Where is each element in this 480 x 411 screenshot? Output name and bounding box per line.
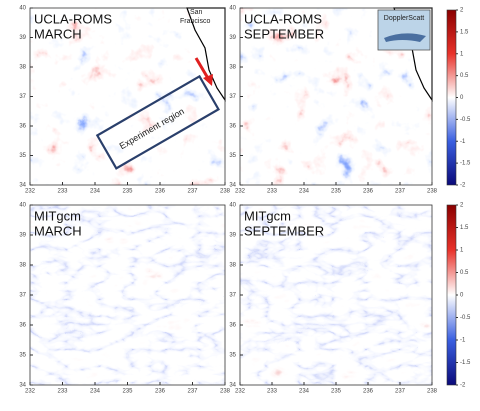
y-tick-label: 37 xyxy=(229,94,236,100)
y-tick-label: 35 xyxy=(19,153,26,159)
x-tick-label: 234 xyxy=(90,189,101,195)
colorbar-label: -1.5 xyxy=(460,360,471,366)
x-tick-label: 232 xyxy=(25,389,36,395)
instrument-label: DopplerScatt xyxy=(384,15,425,22)
y-tick-label: 38 xyxy=(19,263,26,269)
y-tick-label: 40 xyxy=(229,203,236,209)
x-tick-label: 232 xyxy=(235,189,246,195)
x-tick-label: 236 xyxy=(363,389,374,395)
city-label: San xyxy=(190,9,203,16)
y-tick-label: 38 xyxy=(19,65,26,71)
y-tick-label: 39 xyxy=(229,35,236,41)
y-tick-label: 38 xyxy=(229,65,236,71)
y-tick-label: 37 xyxy=(19,94,26,100)
y-tick-label: 40 xyxy=(19,203,26,209)
colorbar-label: 1 xyxy=(460,248,464,254)
x-tick-label: 233 xyxy=(57,189,68,195)
city-arrow-head xyxy=(203,74,213,86)
panel-title: MARCH xyxy=(34,26,82,41)
city-label: Francisco xyxy=(180,18,210,25)
vorticity-field xyxy=(240,205,432,385)
y-tick-label: 35 xyxy=(229,153,236,159)
y-tick-label: 36 xyxy=(229,124,236,130)
x-tick-label: 235 xyxy=(122,389,133,395)
y-tick-label: 35 xyxy=(19,353,26,359)
colorbar-label: 0 xyxy=(460,95,464,101)
x-tick-label: 235 xyxy=(122,189,133,195)
x-tick-label: 235 xyxy=(331,389,342,395)
y-tick-label: 39 xyxy=(19,35,26,41)
colorbar-label: -1 xyxy=(460,338,466,344)
y-tick-label: 40 xyxy=(19,6,26,12)
x-tick-label: 236 xyxy=(363,189,374,195)
y-tick-label: 39 xyxy=(229,233,236,239)
x-tick-label: 233 xyxy=(267,389,278,395)
y-tick-label: 37 xyxy=(229,293,236,299)
y-tick-label: 34 xyxy=(19,183,26,189)
x-tick-label: 234 xyxy=(299,189,310,195)
colorbar-label: 2 xyxy=(460,203,464,209)
x-tick-label: 237 xyxy=(395,389,406,395)
panel-title: SEPTEMBER xyxy=(244,26,324,41)
colorbar-label: -1 xyxy=(460,139,466,145)
colorbar-label: 0.5 xyxy=(460,73,469,79)
colorbar-label: -0.5 xyxy=(460,315,471,321)
colorbar-label: 1.5 xyxy=(460,29,469,35)
x-tick-label: 238 xyxy=(220,389,231,395)
colorbar-label: -2 xyxy=(460,183,466,189)
vorticity-field xyxy=(30,8,225,185)
y-tick-label: 37 xyxy=(19,293,26,299)
x-tick-label: 237 xyxy=(187,189,198,195)
x-tick-label: 233 xyxy=(57,389,68,395)
colorbar xyxy=(446,9,457,186)
y-tick-label: 36 xyxy=(19,124,26,130)
x-tick-label: 238 xyxy=(427,189,438,195)
x-tick-label: 232 xyxy=(25,189,36,195)
vorticity-field xyxy=(30,205,225,385)
colorbar-label: 2 xyxy=(460,8,464,14)
x-tick-label: 234 xyxy=(90,389,101,395)
y-tick-label: 40 xyxy=(229,6,236,12)
panel-title: MITgcm xyxy=(34,208,81,223)
y-tick-label: 36 xyxy=(229,323,236,329)
panel-title: MITgcm xyxy=(244,208,291,223)
colorbar-label: 0.5 xyxy=(460,270,469,276)
x-tick-label: 232 xyxy=(235,389,246,395)
x-tick-label: 238 xyxy=(220,189,231,195)
panel-title: UCLA-ROMS xyxy=(34,11,112,26)
colorbar-label: -1.5 xyxy=(460,161,471,167)
colorbar-label: -2 xyxy=(460,383,466,389)
colorbar xyxy=(446,204,457,386)
y-tick-label: 34 xyxy=(229,183,236,189)
panel-title: MARCH xyxy=(34,223,82,238)
y-tick-label: 34 xyxy=(229,383,236,389)
colorbar-label: -0.5 xyxy=(460,117,471,123)
x-tick-label: 238 xyxy=(427,389,438,395)
y-tick-label: 34 xyxy=(19,383,26,389)
x-tick-label: 237 xyxy=(187,389,198,395)
panel-title: UCLA-ROMS xyxy=(244,11,322,26)
colorbar-label: 1 xyxy=(460,51,464,57)
x-tick-label: 236 xyxy=(155,389,166,395)
y-tick-label: 39 xyxy=(19,233,26,239)
x-tick-label: 233 xyxy=(267,189,278,195)
colorbar-label: 0 xyxy=(460,293,464,299)
colorbar-label: 1.5 xyxy=(460,225,469,231)
y-tick-label: 38 xyxy=(229,263,236,269)
city-arrow xyxy=(194,57,211,81)
y-tick-label: 36 xyxy=(19,323,26,329)
x-tick-label: 235 xyxy=(331,189,342,195)
region-box xyxy=(95,74,221,170)
panel-title: SEPTEMBER xyxy=(244,223,324,238)
instrument-box xyxy=(377,9,431,51)
instrument-plane xyxy=(384,33,426,42)
x-tick-label: 236 xyxy=(155,189,166,195)
x-tick-label: 234 xyxy=(299,389,310,395)
x-tick-label: 237 xyxy=(395,189,406,195)
y-tick-label: 35 xyxy=(229,353,236,359)
